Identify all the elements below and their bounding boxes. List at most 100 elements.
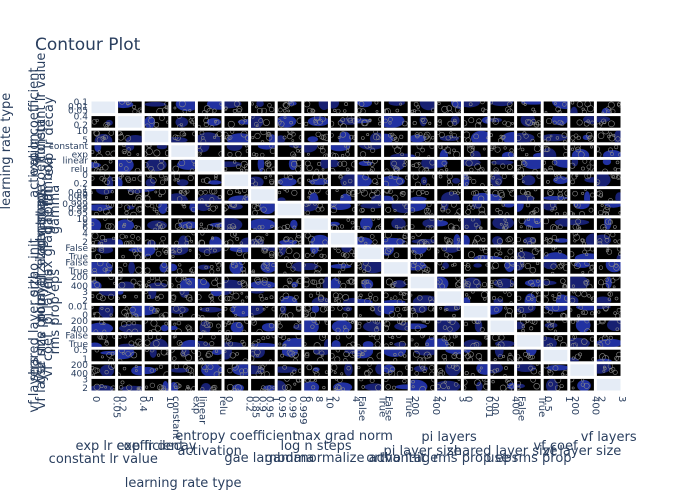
trial-point [325,190,328,195]
trial-point [578,227,582,230]
trial-point [339,224,345,229]
trial-point [225,329,231,333]
trial-point [438,145,443,150]
trial-point [503,226,508,230]
trial-point [334,296,339,301]
contour-region [127,189,142,194]
contour-cell [543,203,568,216]
contour-cell [277,203,302,216]
contour-region [290,219,298,229]
trial-point [126,329,132,333]
y-tick-label: 0.01 [68,102,88,112]
trial-point [128,189,135,195]
trial-point [430,107,435,113]
contour-region [490,305,503,315]
trial-point [335,384,342,391]
contour-cell [596,101,621,114]
trial-point [286,133,293,140]
contour-cell [277,320,302,333]
trial-point [311,385,316,390]
trial-point [133,342,138,347]
cell-background [144,203,169,216]
trial-point [182,109,188,114]
trial-point [505,106,512,113]
contour-cell [463,189,488,201]
contour-cell [330,218,355,230]
contour-cell [251,203,275,216]
y-tick-label: 0.95 [68,188,88,198]
trial-point [390,335,395,340]
trial-point [548,342,553,347]
trial-point [586,174,592,179]
trial-point [296,117,302,124]
trial-point [368,295,373,300]
trial-point [473,190,480,197]
trial-point [322,153,328,157]
trial-point [564,190,568,197]
trial-point [138,386,142,391]
trial-point [605,339,611,345]
trial-point [439,169,444,172]
trial-point [293,145,299,149]
trial-point [109,313,113,317]
trial-point [97,150,101,154]
trial-point [283,189,287,191]
trial-point [93,329,99,333]
trial-point [598,209,604,216]
trial-point [554,212,559,216]
diagonal-cell [197,159,222,172]
trial-point [120,321,128,328]
x-tick-label: 1 [270,396,281,402]
trial-point [602,369,606,373]
contour-cell [357,320,382,333]
trial-point [251,355,255,362]
contour-cell [304,218,328,230]
trial-point [118,296,120,300]
trial-point [446,105,452,112]
trial-point [372,296,379,302]
trial-point [441,105,449,113]
trial-point [597,238,603,244]
trial-point [126,312,133,318]
trial-point [334,276,340,281]
trial-point [265,161,269,164]
contour-cell [410,291,435,303]
cell-background [251,378,275,391]
trial-point [431,135,435,140]
trial-point [424,166,429,172]
trial-point [437,101,441,106]
contour-cell [384,335,408,347]
trial-point [580,310,585,315]
trial-point [372,320,378,324]
contour-region [224,341,244,347]
cell-background [171,378,195,391]
diagonal-cell [437,291,461,303]
contour-cell [197,305,222,318]
trial-point [548,165,553,171]
trial-point [610,152,614,156]
trial-point [414,151,421,157]
trial-point [289,120,293,125]
trial-point [504,306,508,310]
trial-point [177,384,182,388]
trial-point [457,378,461,381]
trial-point [602,120,607,125]
x-tick-label: 2 [595,396,606,402]
trial-point [267,132,271,136]
trial-point [557,194,564,201]
trial-point [232,108,237,114]
trial-point [359,314,362,317]
trial-point [333,371,337,375]
x-tick-label: 0.9 [256,396,267,412]
contour-cell [277,378,302,391]
trial-point [295,148,300,153]
trial-point [402,240,408,245]
trial-point [467,176,472,181]
x-tick-label: constant [170,396,181,440]
trial-point [136,236,141,241]
trial-point [340,252,346,257]
trial-point [440,145,448,150]
trial-point [357,343,361,347]
contour-cell [437,335,461,347]
contour-region [344,364,353,376]
